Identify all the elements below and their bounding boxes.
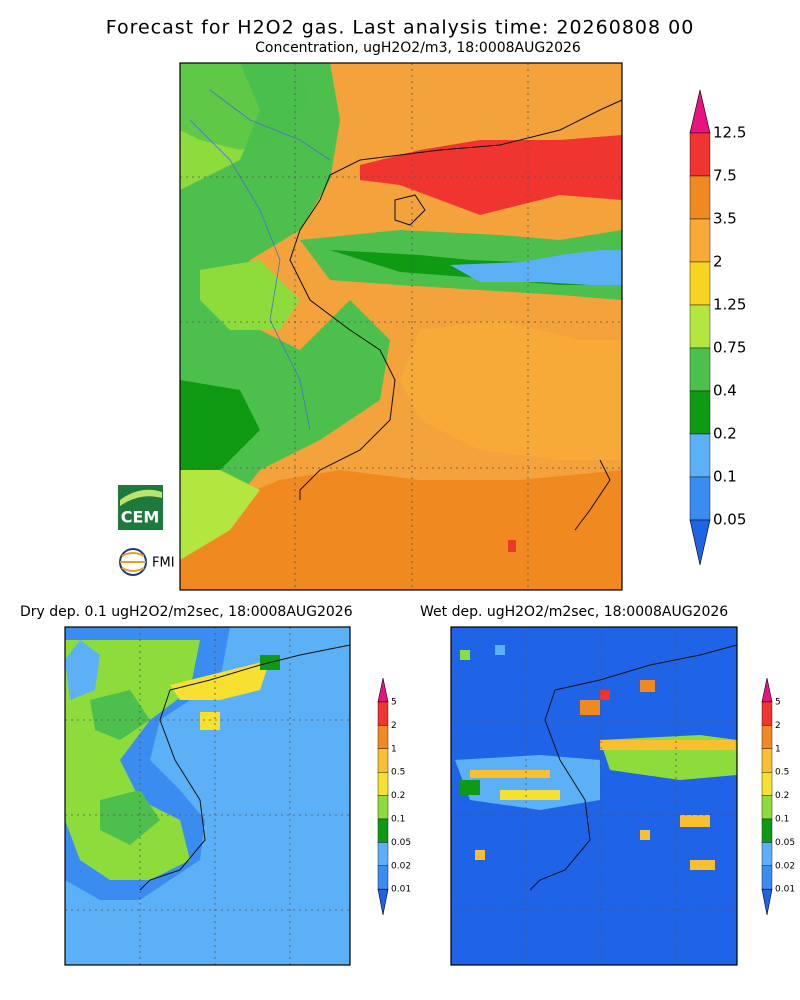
legend-swatch xyxy=(761,701,773,726)
legend-label: 12.5 xyxy=(713,124,746,142)
legend-swatch xyxy=(377,865,389,890)
legend-swatch xyxy=(377,795,389,820)
legend-label: 0.1 xyxy=(391,815,405,825)
legend-label: 0.1 xyxy=(775,815,789,825)
legend-swatch xyxy=(377,818,389,843)
legend-arrow-top xyxy=(689,89,711,134)
legend-label: 1 xyxy=(391,744,397,754)
title: Forecast for H2O2 gas. Last analysis tim… xyxy=(106,17,695,39)
legend-label: 0.01 xyxy=(775,885,795,895)
legend-swatch xyxy=(377,701,389,726)
legend-swatch xyxy=(377,842,389,867)
legend-arrow-bottom xyxy=(689,519,711,566)
legend-swatch xyxy=(689,261,711,306)
legend-label: 0.05 xyxy=(775,838,795,848)
legend-label: 0.5 xyxy=(391,768,405,778)
legend-swatch xyxy=(689,175,711,220)
legend-label: 5 xyxy=(775,698,781,708)
legend-label: 1 xyxy=(775,744,781,754)
legend-swatch xyxy=(689,390,711,435)
legend-swatch xyxy=(377,725,389,750)
legend-label: 2 xyxy=(391,721,397,731)
legend-label: 0.01 xyxy=(391,885,411,895)
legend-label: 0.2 xyxy=(775,791,789,801)
legend-label: 0.2 xyxy=(391,791,405,801)
legend-label: 0.05 xyxy=(391,838,411,848)
main-map xyxy=(179,62,623,591)
dry-map xyxy=(64,626,351,966)
wet-map xyxy=(450,626,738,966)
cem-label: CEM xyxy=(121,508,160,527)
legend-swatch xyxy=(689,132,711,177)
legend-swatch xyxy=(761,748,773,773)
legend-arrow-top xyxy=(761,677,773,703)
legend-label: 0.2 xyxy=(713,425,737,443)
legend-label: 5 xyxy=(391,698,397,708)
fmi-label: FMI xyxy=(152,556,175,571)
legend-label: 0.05 xyxy=(713,511,746,529)
legend-label: 0.75 xyxy=(713,339,746,357)
legend-label: 7.5 xyxy=(713,167,737,185)
fmi-logo: FMI xyxy=(119,548,175,576)
legend-label: 0.02 xyxy=(391,861,411,871)
legend-swatch xyxy=(689,433,711,478)
legend-swatch xyxy=(689,304,711,349)
legend-swatch xyxy=(377,772,389,796)
legend-label: 3.5 xyxy=(713,210,737,228)
subtitle: Concentration, ugH2O2/m3, 18:0008AUG2026 xyxy=(255,40,581,56)
legend-swatch xyxy=(377,748,389,773)
legend-label: 2 xyxy=(775,721,781,731)
legend-label: 0.4 xyxy=(713,382,737,400)
legend-label: 0.02 xyxy=(775,861,795,871)
legend-swatch xyxy=(689,347,711,392)
legend-swatch xyxy=(761,772,773,796)
legend-label: 0.1 xyxy=(713,468,737,486)
legend-swatch xyxy=(689,218,711,263)
legend-arrow-bottom xyxy=(761,888,773,916)
legend-label: 2 xyxy=(713,253,723,271)
legend-arrow-bottom xyxy=(377,888,389,916)
legend-swatch xyxy=(689,476,711,521)
legend-arrow-top xyxy=(377,677,389,703)
legend-swatch xyxy=(761,725,773,750)
legend-label: 0.5 xyxy=(775,768,789,778)
legend-label: 1.25 xyxy=(713,296,746,314)
legend-swatch xyxy=(761,795,773,820)
wet-title: Wet dep. ugH2O2/m2sec, 18:0008AUG2026 xyxy=(420,604,728,620)
legend-swatch xyxy=(761,842,773,867)
legend-swatch xyxy=(761,865,773,890)
dry-title: Dry dep. 0.1 ugH2O2/m2sec, 18:0008AUG202… xyxy=(20,604,353,620)
legend-swatch xyxy=(761,818,773,843)
cem-logo: CEM xyxy=(118,485,163,530)
